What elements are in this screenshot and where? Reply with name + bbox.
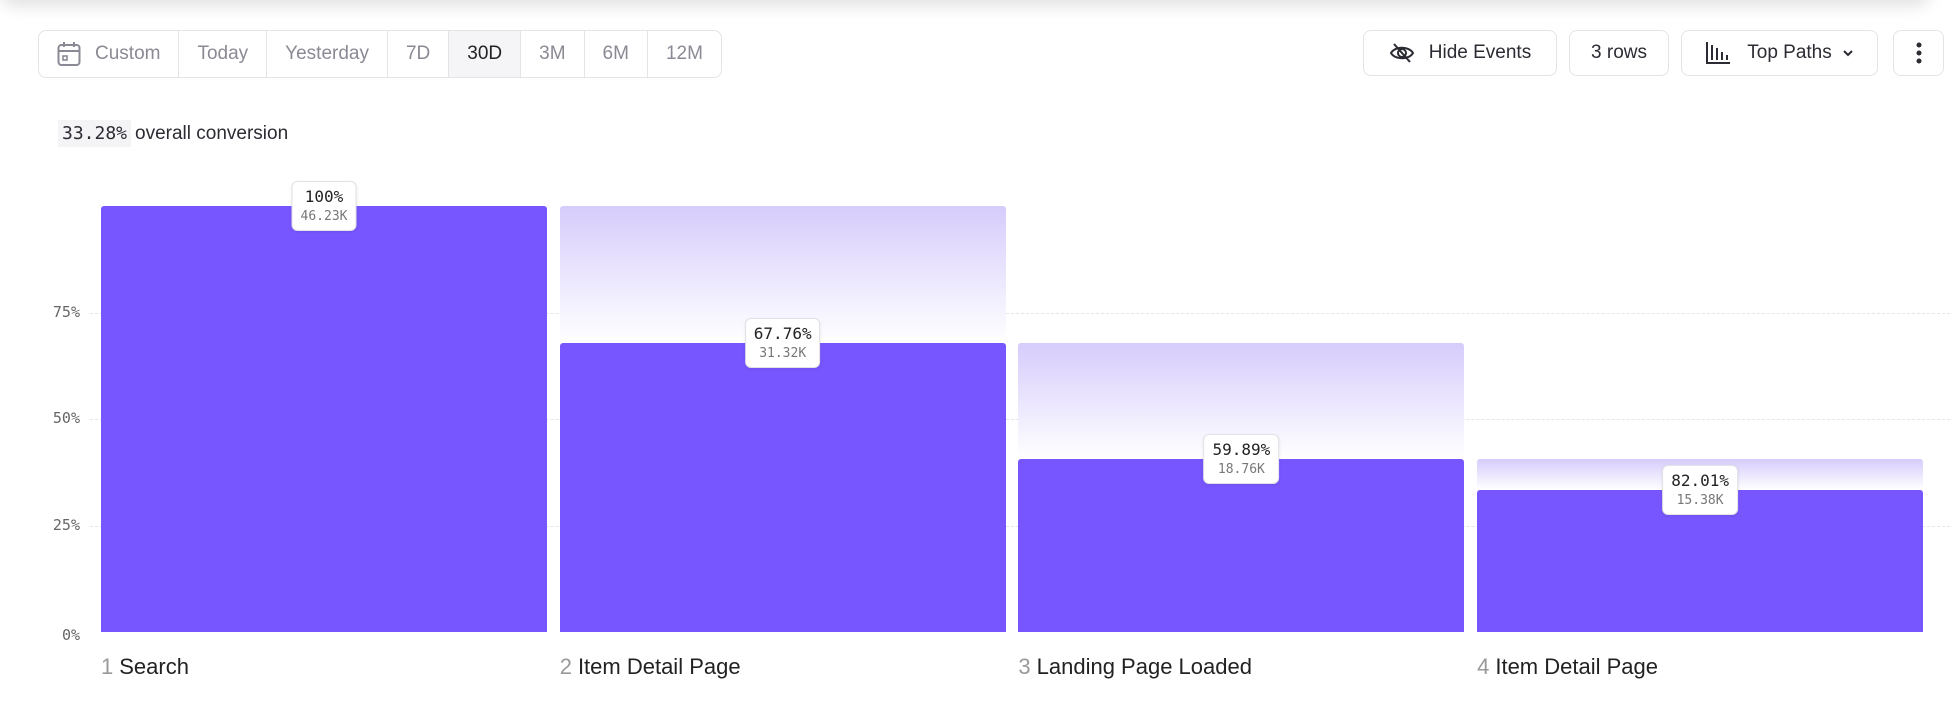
step-number: 3 bbox=[1018, 654, 1031, 679]
step-name: Landing Page Loaded bbox=[1036, 654, 1252, 679]
step-label[interactable]: 3 Landing Page Loaded bbox=[1018, 654, 1252, 680]
step-number: 4 bbox=[1477, 654, 1490, 679]
date-range-option-label: 3M bbox=[539, 43, 566, 64]
date-range-option-12m[interactable]: 12M bbox=[648, 31, 721, 77]
calendar-icon bbox=[57, 42, 81, 66]
rows-button[interactable]: 3 rows bbox=[1569, 30, 1669, 76]
step-name: Item Detail Page bbox=[1495, 654, 1658, 679]
chevron-down-icon bbox=[1843, 50, 1853, 57]
date-range-option-6m[interactable]: 6M bbox=[585, 31, 648, 77]
date-range-option-today[interactable]: Today bbox=[179, 31, 268, 77]
more-vertical-icon bbox=[1916, 42, 1921, 64]
step-count-label: 31.32K bbox=[759, 346, 807, 362]
overall-conversion-label: overall conversion bbox=[135, 122, 289, 144]
date-range-option-custom[interactable]: Custom bbox=[39, 31, 180, 77]
bar-data-label: 67.76% 31.32K bbox=[744, 318, 821, 369]
date-range-option-7d[interactable]: 7D bbox=[388, 31, 450, 77]
date-range-option-3m[interactable]: 3M bbox=[521, 31, 585, 77]
step-name: Item Detail Page bbox=[577, 654, 741, 679]
step-count-label: 18.76K bbox=[1217, 462, 1265, 478]
date-range-option-label: 12M bbox=[665, 43, 703, 64]
date-range-option-label: 30D bbox=[467, 43, 503, 64]
bar-data-label: 59.89% 18.76K bbox=[1203, 434, 1280, 485]
date-range-selector: Custom Today Yesterday 7D 30D 3M 6M 12M bbox=[38, 30, 722, 78]
step-conversion-label: 67.76% bbox=[753, 324, 812, 344]
y-tick-label: 0% bbox=[61, 626, 80, 644]
bar-chart-icon bbox=[1706, 42, 1731, 64]
date-range-option-yesterday[interactable]: Yesterday bbox=[267, 31, 388, 77]
rows-label: 3 rows bbox=[1591, 42, 1647, 63]
y-tick-label: 75% bbox=[52, 302, 80, 321]
bar-data-label: 82.01% 15.38K bbox=[1662, 465, 1738, 516]
bar-data-label: 100% 46.23K bbox=[291, 181, 357, 231]
step-label[interactable]: 1 Search bbox=[101, 654, 189, 680]
y-tick-label: 50% bbox=[52, 409, 80, 427]
y-tick-label: 25% bbox=[52, 515, 80, 534]
date-range-option-label: Custom bbox=[95, 43, 161, 64]
hide-events-button[interactable]: Hide Events bbox=[1363, 30, 1557, 76]
date-range-option-label: 7D bbox=[405, 43, 431, 64]
more-options-button[interactable] bbox=[1893, 30, 1944, 76]
date-range-option-label: Today bbox=[197, 43, 249, 64]
overall-conversion-value: 33.28% bbox=[58, 120, 132, 147]
step-label[interactable]: 2 Item Detail Page bbox=[560, 654, 741, 680]
step-count-label: 15.38K bbox=[1676, 493, 1724, 509]
step-conversion-label: 59.89% bbox=[1212, 440, 1271, 460]
funnel-bar bbox=[559, 343, 1006, 632]
step-number: 1 bbox=[101, 654, 114, 679]
overall-conversion: 33.28% overall conversion bbox=[58, 120, 288, 147]
hide-events-label: Hide Events bbox=[1428, 42, 1532, 63]
step-number: 2 bbox=[559, 654, 572, 679]
date-range-option-label: 6M bbox=[602, 43, 629, 64]
funnel-bar bbox=[1018, 459, 1465, 632]
step-conversion-label: 82.01% bbox=[1671, 471, 1729, 491]
chart-type-dropdown[interactable]: Top Paths bbox=[1681, 30, 1878, 76]
funnel-bar bbox=[101, 206, 547, 632]
date-range-option-30d[interactable]: 30D bbox=[449, 31, 522, 77]
step-conversion-label: 100% bbox=[304, 187, 344, 206]
step-count-label: 46.23K bbox=[300, 209, 348, 224]
date-range-option-label: Yesterday bbox=[285, 43, 369, 64]
chart-type-label: Top Paths bbox=[1747, 42, 1832, 63]
gridline bbox=[90, 312, 1950, 314]
step-label[interactable]: 4 Item Detail Page bbox=[1477, 654, 1658, 680]
eye-off-icon bbox=[1389, 43, 1414, 63]
step-name: Search bbox=[119, 654, 189, 679]
